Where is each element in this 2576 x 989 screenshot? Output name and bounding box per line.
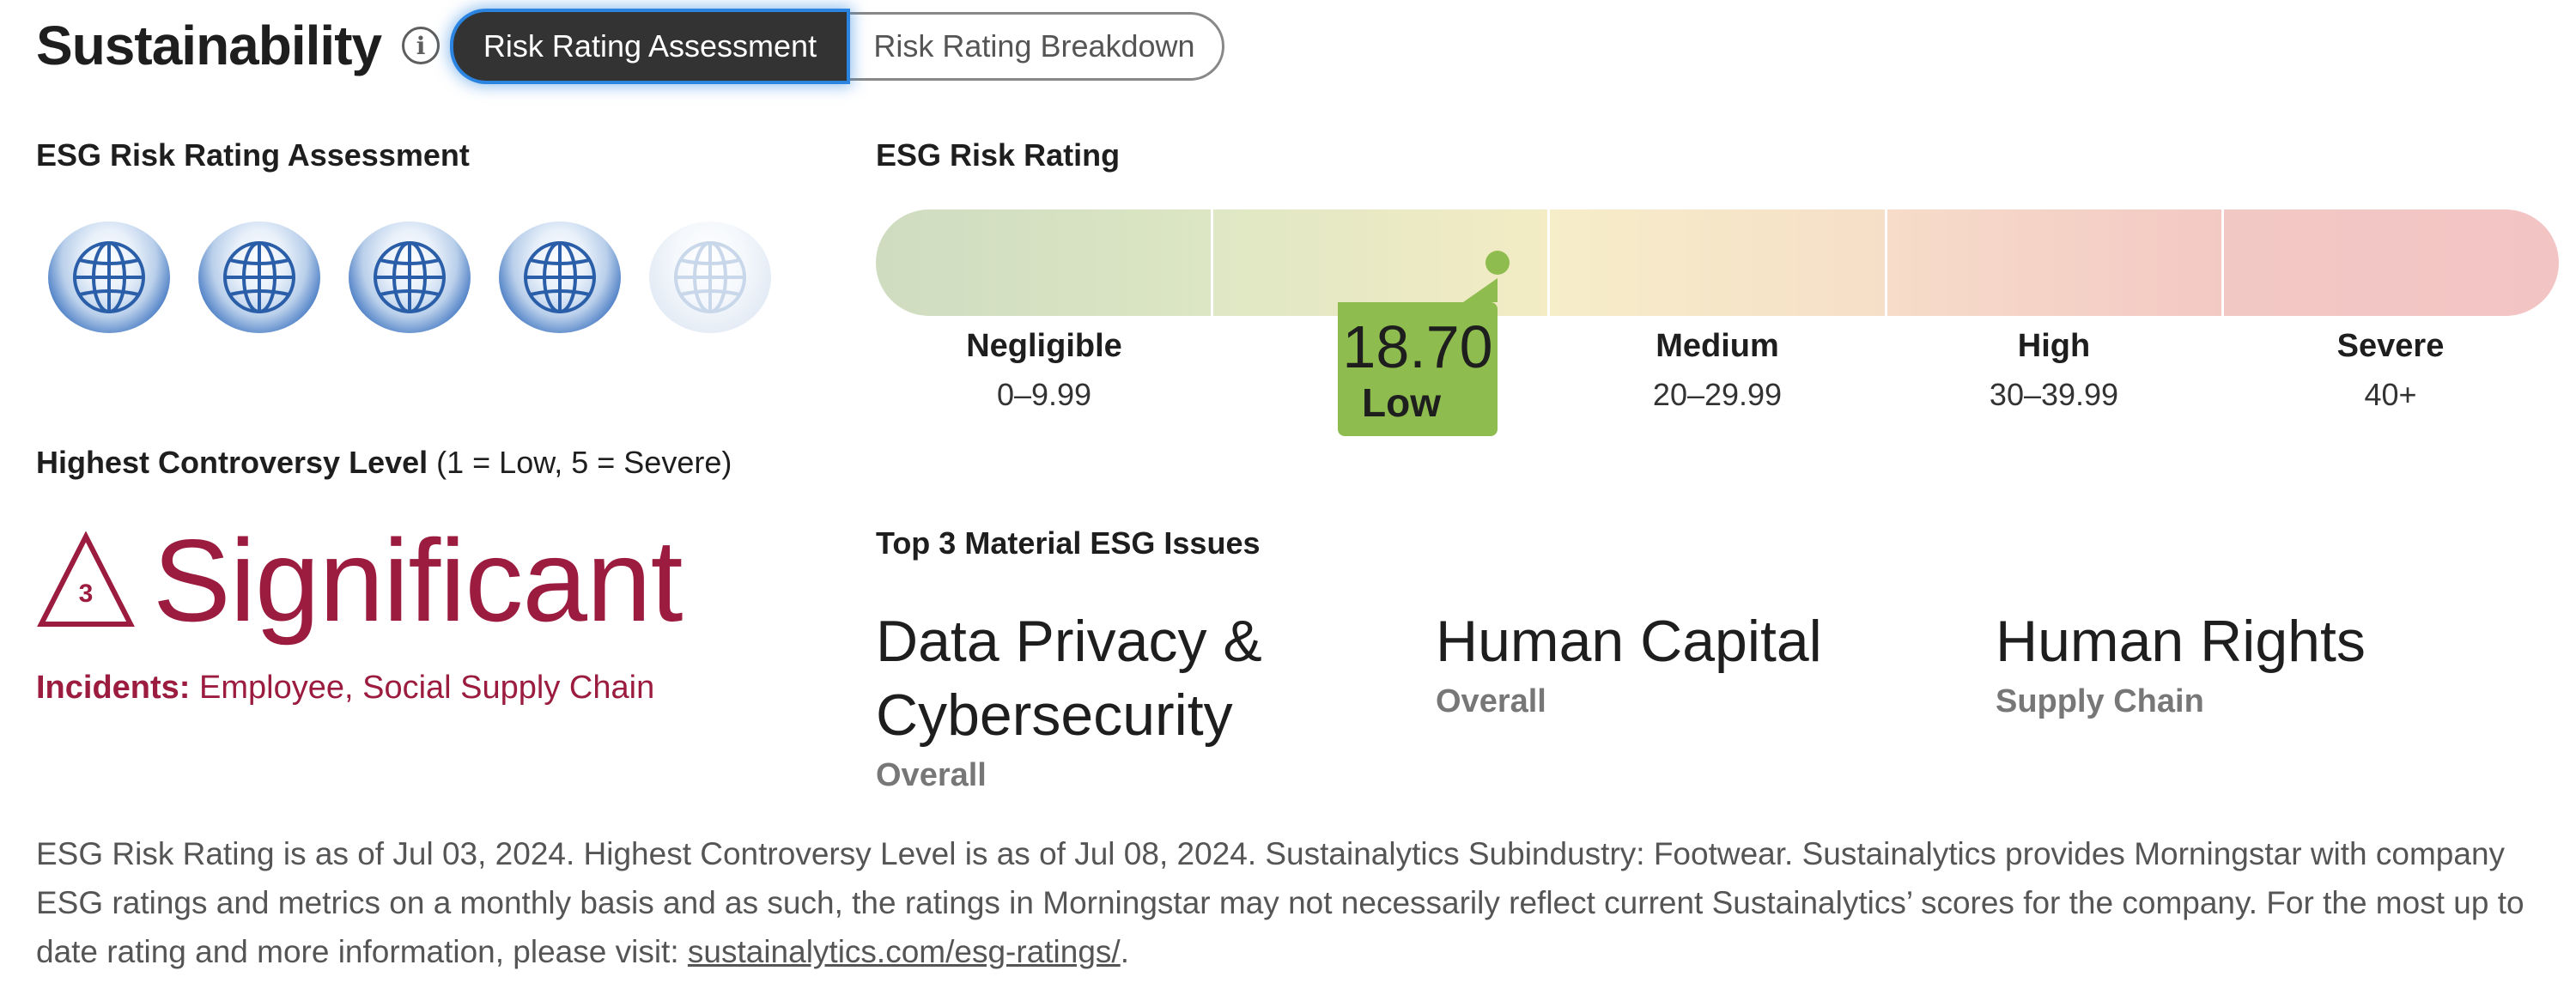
issue-scope: Supply Chain <box>1996 683 2204 719</box>
globe-icon <box>649 221 771 333</box>
controversy-value: 3 Significant <box>36 515 683 646</box>
category-negligible: Negligible 0–9.99 <box>890 328 1199 413</box>
bar-segment-medium <box>1547 209 1885 316</box>
score-callout: 18.70 Low <box>1338 278 1498 436</box>
category-severe: Severe 40+ <box>2236 328 2545 413</box>
tab-risk-rating-assessment[interactable]: Risk Rating Assessment <box>453 12 847 81</box>
assessment-label: ESG Risk Rating Assessment <box>36 137 470 173</box>
category-range: 40+ <box>2364 377 2417 412</box>
issue-name: Data Privacy & Cybersecurity <box>876 609 1262 748</box>
controversy-label-bold: Highest Controversy Level <box>36 445 428 480</box>
issue-item: Human Rights Supply Chain <box>1996 604 2511 720</box>
score-category: Low <box>1362 380 1441 425</box>
category-name: Negligible <box>966 328 1122 364</box>
bar-segment-negligible <box>876 209 1211 316</box>
footnote: ESG Risk Rating is as of Jul 03, 2024. H… <box>36 829 2543 976</box>
score-marker-dot <box>1485 251 1510 275</box>
controversy-label-scale: (1 = Low, 5 = Severe) <box>428 445 732 480</box>
category-name: High <box>2017 328 2091 364</box>
bar-segment-severe <box>2221 209 2559 316</box>
issue-item: Data Privacy & Cybersecurity Overall <box>876 604 1322 794</box>
score-value: 18.70 <box>1342 313 1493 380</box>
esg-risk-rating-label: ESG Risk Rating <box>876 137 1121 173</box>
category-range: 30–39.99 <box>1989 377 2119 412</box>
category-name: Medium <box>1656 328 1779 364</box>
view-toggle: Risk Rating Assessment Risk Rating Break… <box>453 12 1224 81</box>
incidents: Incidents: Employee, Social Supply Chain <box>36 670 654 707</box>
header: Sustainability i <box>36 7 440 84</box>
tab-risk-rating-breakdown[interactable]: Risk Rating Breakdown <box>873 28 1195 64</box>
info-icon[interactable]: i <box>402 27 440 64</box>
category-name: Severe <box>2336 328 2445 364</box>
warning-triangle-icon: 3 <box>36 531 136 629</box>
issue-name: Human Capital <box>1436 609 1822 674</box>
issue-scope: Overall <box>1436 683 1546 719</box>
globe-rating <box>48 221 771 333</box>
controversy-level-number: 3 <box>78 579 94 608</box>
category-high: High 30–39.99 <box>1899 328 2208 413</box>
bar-segment-high <box>1884 209 2222 316</box>
category-medium: Medium 20–29.99 <box>1563 328 1872 413</box>
globe-icon <box>198 221 320 333</box>
footnote-text: ESG Risk Rating is as of Jul 03, 2024. H… <box>36 836 2524 969</box>
page-title: Sustainability <box>36 15 382 76</box>
issue-name: Human Rights <box>1996 609 2366 674</box>
globe-icon <box>349 221 471 333</box>
footnote-end: . <box>1120 934 1129 969</box>
sustainalytics-link[interactable]: sustainalytics.com/esg-ratings/ <box>687 934 1121 969</box>
category-range: 0–9.99 <box>996 377 1092 412</box>
controversy-label: Highest Controversy Level (1 = Low, 5 = … <box>36 445 732 481</box>
category-range: 20–29.99 <box>1652 377 1783 412</box>
globe-icon <box>48 221 170 333</box>
controversy-level-name: Significant <box>153 515 683 646</box>
risk-rating-bar <box>876 209 2559 316</box>
issue-scope: Overall <box>876 757 987 793</box>
globe-icon <box>499 221 621 333</box>
issue-item: Human Capital Overall <box>1436 604 1917 720</box>
incidents-label: Incidents: <box>36 670 191 706</box>
incidents-value: Employee, Social Supply Chain <box>190 670 655 706</box>
material-issues-label: Top 3 Material ESG Issues <box>876 525 1261 561</box>
